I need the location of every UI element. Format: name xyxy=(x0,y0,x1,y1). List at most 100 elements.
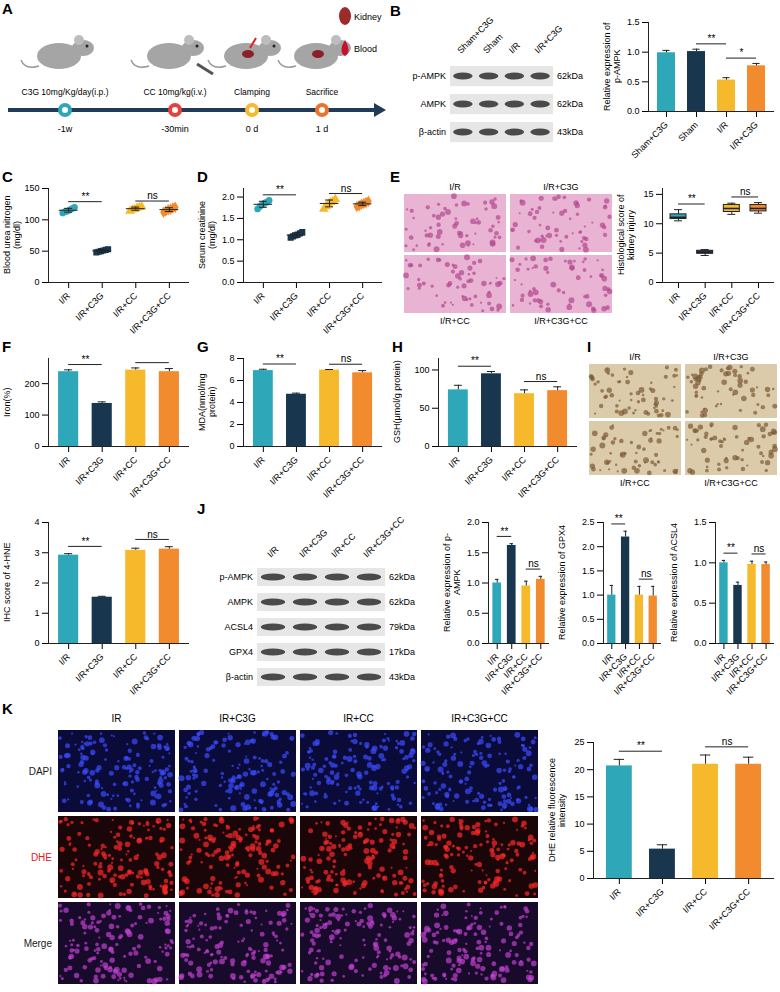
svg-text:IR: IR xyxy=(112,713,122,724)
svg-text:ns: ns xyxy=(754,543,765,554)
svg-text:Blood: Blood xyxy=(354,44,377,54)
svg-text:**: ** xyxy=(637,740,645,751)
svg-text:ns: ns xyxy=(341,353,352,364)
svg-text:5: 5 xyxy=(579,846,584,856)
svg-text:I/R: I/R xyxy=(252,290,268,306)
svg-text:I/R+C3G: I/R+C3G xyxy=(74,455,106,487)
svg-text:0: 0 xyxy=(34,277,39,287)
svg-text:I/R+C3G: I/R+C3G xyxy=(728,120,760,152)
svg-text:I/R: I/R xyxy=(57,290,73,306)
svg-text:1.0: 1.0 xyxy=(222,235,235,245)
svg-text:4: 4 xyxy=(34,517,39,527)
svg-text:0.0: 0.0 xyxy=(467,638,480,648)
svg-text:0: 0 xyxy=(229,441,234,451)
svg-text:I/R+C3G: I/R+C3G xyxy=(713,352,748,362)
svg-text:p-AMPK: p-AMPK xyxy=(219,572,253,582)
svg-text:I/R+C3G+CC: I/R+C3G+CC xyxy=(516,454,561,499)
svg-text:ns: ns xyxy=(528,558,539,569)
svg-text:**: ** xyxy=(82,536,90,547)
svg-text:20: 20 xyxy=(574,765,584,775)
svg-text:Clamping: Clamping xyxy=(234,87,270,97)
svg-text:Sham+C3G: Sham+C3G xyxy=(629,120,670,161)
svg-text:15: 15 xyxy=(574,792,584,802)
svg-text:I/R: I/R xyxy=(252,454,268,470)
svg-text:2.0: 2.0 xyxy=(222,192,235,202)
svg-text:I/R+C3G+CC: I/R+C3G+CC xyxy=(128,651,173,696)
svg-text:I/R: I/R xyxy=(449,182,461,192)
svg-text:1 d: 1 d xyxy=(316,124,329,134)
svg-text:1.5: 1.5 xyxy=(222,213,235,223)
svg-text:1.5: 1.5 xyxy=(582,566,595,576)
svg-text:AMPK: AMPK xyxy=(227,597,253,607)
svg-text:10: 10 xyxy=(574,819,584,829)
svg-text:0: 0 xyxy=(648,277,653,287)
svg-text:I/R+C3G+CC: I/R+C3G+CC xyxy=(534,316,588,326)
svg-text:**: ** xyxy=(82,191,90,202)
svg-text:2.0: 2.0 xyxy=(467,517,480,527)
svg-text:150: 150 xyxy=(24,183,39,193)
svg-text:43kDa: 43kDa xyxy=(557,127,583,137)
svg-text:62kDa: 62kDa xyxy=(389,597,415,607)
svg-text:**: ** xyxy=(82,354,90,365)
svg-text:62kDa: 62kDa xyxy=(557,71,583,81)
svg-text:β-actin: β-actin xyxy=(226,672,253,682)
svg-text:IR+CC: IR+CC xyxy=(343,713,373,724)
svg-text:0.5: 0.5 xyxy=(582,614,595,624)
svg-text:*: * xyxy=(740,47,744,58)
svg-text:**: ** xyxy=(708,33,716,44)
svg-text:15: 15 xyxy=(643,189,653,199)
svg-text:17kDa: 17kDa xyxy=(389,647,415,657)
svg-text:ns: ns xyxy=(147,529,158,540)
svg-text:I/R+C3G: I/R+C3G xyxy=(297,527,329,559)
svg-text:ns: ns xyxy=(740,186,751,197)
svg-text:p-AMPK: p-AMPK xyxy=(412,71,446,81)
svg-text:I/R+C3G+CC: I/R+C3G+CC xyxy=(612,651,657,696)
svg-text:1.0: 1.0 xyxy=(467,578,480,588)
svg-text:ns: ns xyxy=(147,190,158,201)
svg-text:0.0: 0.0 xyxy=(222,277,235,287)
svg-text:2.5: 2.5 xyxy=(582,517,595,527)
svg-text:I/R+CC: I/R+CC xyxy=(111,651,139,679)
svg-text:I/R+C3G+CC: I/R+C3G+CC xyxy=(321,454,366,499)
svg-text:3: 3 xyxy=(34,548,39,558)
svg-text:I/R+C3G+CC: I/R+C3G+CC xyxy=(128,290,173,335)
svg-text:I/R+C3G+CC: I/R+C3G+CC xyxy=(128,454,173,499)
svg-text:100: 100 xyxy=(24,410,39,420)
svg-text:2: 2 xyxy=(34,578,39,588)
svg-text:I/R+C3G: I/R+C3G xyxy=(677,291,709,323)
svg-text:I/R+C3G: I/R+C3G xyxy=(463,455,495,487)
svg-text:50: 50 xyxy=(419,403,429,413)
svg-text:0: 0 xyxy=(579,873,584,883)
svg-text:ACSL4: ACSL4 xyxy=(224,622,253,632)
svg-text:I/R+C3G: I/R+C3G xyxy=(532,23,564,55)
svg-text:**: ** xyxy=(276,353,284,364)
svg-text:C3G 10mg/Kg/day(i.p.): C3G 10mg/Kg/day(i.p.) xyxy=(22,87,109,97)
svg-text:I/R+CC: I/R+CC xyxy=(305,454,333,482)
svg-text:I/R: I/R xyxy=(57,454,73,470)
svg-text:CC 10mg/kg(i.v.): CC 10mg/kg(i.v.) xyxy=(143,87,206,97)
svg-text:I/R+CC: I/R+CC xyxy=(329,531,357,559)
svg-text:I/R: I/R xyxy=(507,40,523,56)
svg-text:5: 5 xyxy=(648,248,653,258)
svg-text:8: 8 xyxy=(229,353,234,363)
svg-text:2: 2 xyxy=(229,419,234,429)
svg-text:I/R+C3G+CC: I/R+C3G+CC xyxy=(725,651,770,696)
svg-text:1.0: 1.0 xyxy=(694,558,707,568)
svg-text:79kDa: 79kDa xyxy=(389,622,415,632)
svg-text:**: ** xyxy=(727,542,735,553)
svg-text:43kDa: 43kDa xyxy=(389,672,415,682)
svg-text:1.5: 1.5 xyxy=(627,17,640,27)
svg-text:I/R+CC: I/R+CC xyxy=(111,290,139,318)
svg-text:ns: ns xyxy=(641,568,652,579)
svg-text:-30min: -30min xyxy=(161,124,189,134)
svg-text:I/R: I/R xyxy=(629,352,641,362)
svg-text:I/R+CC: I/R+CC xyxy=(681,886,709,914)
svg-text:I/R+CC: I/R+CC xyxy=(440,316,470,326)
svg-text:0: 0 xyxy=(34,441,39,451)
svg-text:IR+C3G+CC: IR+C3G+CC xyxy=(451,713,508,724)
svg-text:-1w: -1w xyxy=(58,124,73,134)
svg-text:AMPK: AMPK xyxy=(420,99,446,109)
svg-text:I/R: I/R xyxy=(715,119,731,135)
svg-text:I/R: I/R xyxy=(57,651,73,667)
svg-text:2.0: 2.0 xyxy=(582,542,595,552)
